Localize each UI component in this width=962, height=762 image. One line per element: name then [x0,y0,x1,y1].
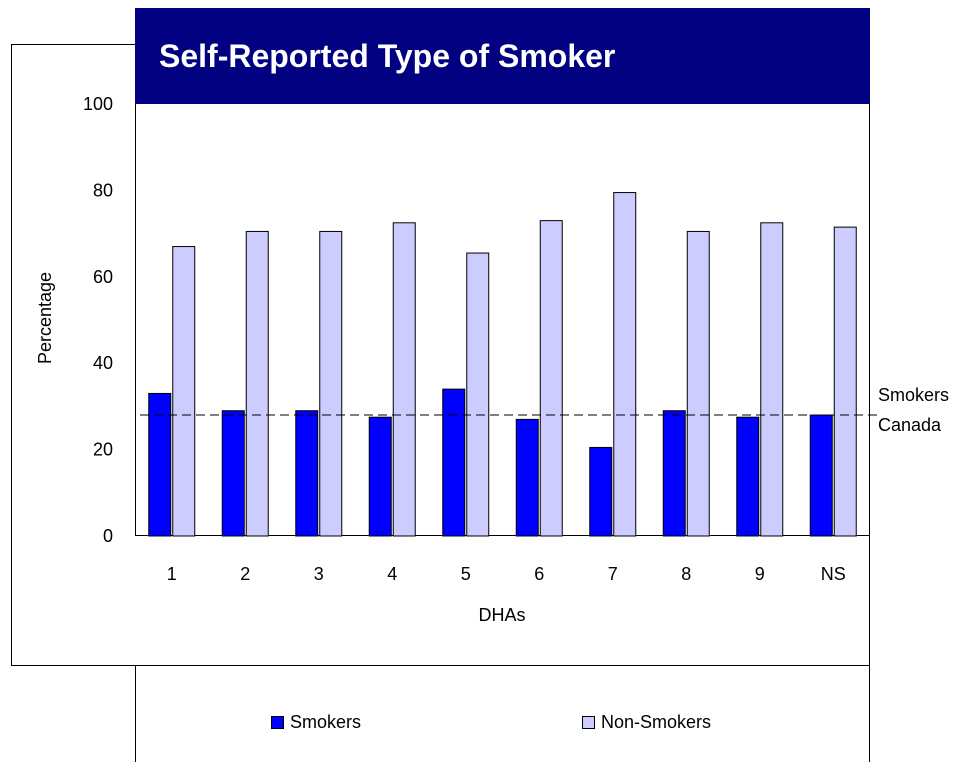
legend-item-smokers: Smokers [271,712,361,733]
y-tick-label: 20 [93,440,113,460]
bar-non-smokers-7 [613,192,637,537]
y-tick-label: 80 [93,180,113,200]
reference-line-label: SmokersCanada [878,385,950,435]
x-tick-label: 3 [314,564,324,584]
x-tick-label: 6 [534,564,544,584]
bar-smokers-4 [368,416,392,537]
bar-smokers-7 [589,446,613,537]
x-tick-label: 1 [167,564,177,584]
x-tick-label: 4 [387,564,397,584]
legend: Smokers Non-Smokers [135,666,870,762]
title-bar: Self-Reported Type of Smoker [135,8,870,104]
legend-item-non-smokers: Non-Smokers [582,712,711,733]
y-tick-label: 0 [103,526,113,546]
bar-smokers-2 [221,410,245,537]
bar-non-smokers-1 [172,246,196,537]
bar-non-smokers-3 [319,230,343,537]
x-tick-label: 8 [681,564,691,584]
y-tick-label: 60 [93,267,113,287]
bar-smokers-8 [662,410,686,537]
chart-title: Self-Reported Type of Smoker [159,38,616,74]
bar-non-smokers-5 [466,252,490,537]
bar-smokers-ns [809,414,833,537]
x-tick-label: 7 [608,564,618,584]
bar-smokers-3 [295,410,319,537]
bar-smokers-9 [736,416,760,537]
x-tick-label: NS [821,564,846,584]
legend-label-non-smokers: Non-Smokers [601,712,712,732]
bar-non-smokers-2 [245,230,269,537]
bar-non-smokers-4 [392,222,416,537]
x-axis-title: DHAs [478,605,525,625]
legend-label-smokers: Smokers [290,712,362,732]
legend-swatch-non-smokers [582,716,595,729]
legend-swatch-smokers [271,716,284,729]
bar-smokers-1 [148,392,172,537]
bar-non-smokers-8 [686,230,710,537]
x-tick-label: 5 [461,564,471,584]
bar-smokers-6 [515,418,539,537]
y-tick-label: 40 [93,353,113,373]
bar-smokers-5 [442,388,466,537]
bar-non-smokers-9 [760,222,784,537]
bar-non-smokers-6 [539,220,563,537]
x-tick-label: 9 [755,564,765,584]
y-tick-label: 100 [83,94,113,114]
x-tick-label: 2 [240,564,250,584]
y-axis-title: Percentage [35,272,55,364]
bar-non-smokers-ns [833,226,857,537]
